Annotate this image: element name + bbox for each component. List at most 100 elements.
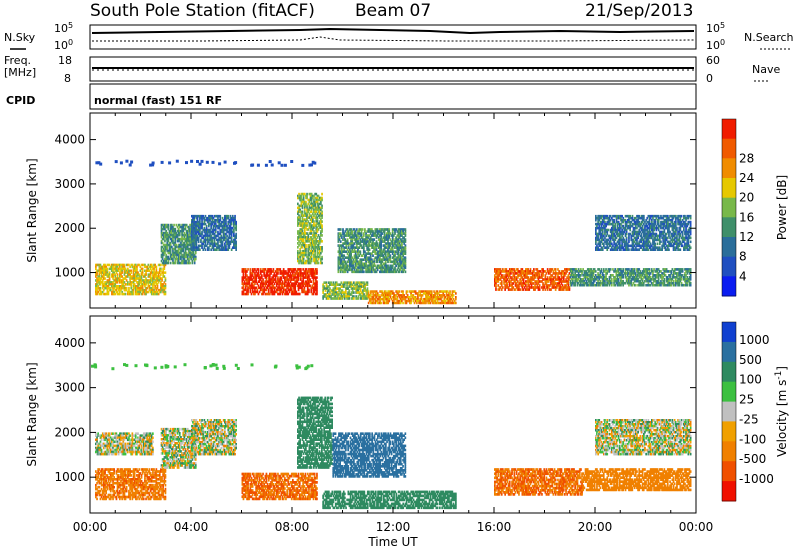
power-cell	[224, 222, 226, 226]
power-cell	[297, 220, 299, 223]
power-cell	[184, 247, 187, 251]
power-cell	[166, 233, 169, 237]
power-cell	[316, 228, 319, 231]
power-cell	[105, 265, 107, 269]
power-cell	[269, 282, 271, 285]
power-cell	[188, 237, 190, 241]
power-cell	[437, 296, 440, 299]
power-cell	[300, 194, 303, 198]
power-cell	[289, 276, 292, 279]
power-cell	[116, 269, 119, 272]
power-cell	[191, 230, 193, 234]
power-cell	[116, 292, 119, 296]
power-cell	[228, 218, 231, 222]
power-cell	[318, 210, 321, 214]
power-cell	[95, 285, 97, 288]
power-cell	[277, 272, 279, 275]
power-cell	[141, 292, 144, 296]
power-cell	[449, 297, 451, 301]
power-cell	[321, 228, 323, 231]
power-cell	[222, 220, 225, 224]
power-cell	[427, 299, 430, 303]
power-cell	[341, 291, 344, 294]
power-cell	[434, 301, 436, 305]
power-cell	[234, 234, 236, 238]
power-cell	[229, 230, 232, 234]
power-cell	[303, 288, 306, 292]
power-cell	[353, 291, 355, 294]
power-cell	[282, 286, 285, 290]
power-cell	[269, 272, 271, 275]
power-cell	[292, 290, 294, 294]
power-cell	[274, 286, 277, 290]
power-cell	[248, 284, 251, 288]
power-echo-region	[191, 214, 237, 251]
power-cell	[372, 299, 374, 303]
power-cell	[130, 290, 133, 294]
power-cell	[288, 288, 291, 292]
power-cell	[284, 276, 286, 279]
power-cell	[427, 296, 430, 299]
power-cell	[325, 283, 328, 286]
power-cell	[208, 230, 210, 234]
power-cell	[136, 273, 138, 276]
power-cell	[233, 238, 235, 242]
power-cell	[409, 297, 411, 301]
power-cell	[196, 216, 199, 220]
power-cell	[299, 247, 301, 251]
power-cell	[308, 278, 310, 281]
power-cell	[313, 226, 315, 229]
power-cell	[136, 286, 138, 290]
power-cell	[209, 218, 211, 222]
power-cell	[217, 214, 219, 218]
power-cell	[162, 283, 164, 286]
power-cell	[412, 296, 415, 299]
power-cell	[349, 248, 351, 251]
power-cell	[130, 283, 133, 286]
power-cell	[124, 292, 127, 296]
power-cell	[204, 242, 207, 246]
power-cell	[169, 261, 172, 265]
power-cell	[129, 273, 131, 276]
power-cell	[157, 273, 160, 276]
power-cell	[391, 299, 394, 303]
power-cell	[117, 277, 120, 280]
power-cell	[346, 293, 348, 296]
power-cell	[197, 224, 200, 228]
power-cell	[194, 230, 197, 234]
power-cell	[346, 242, 349, 245]
power-cell	[191, 222, 193, 226]
power-cell	[196, 234, 199, 238]
power-cell	[286, 290, 288, 294]
power-cell	[290, 276, 293, 279]
power-cell	[307, 228, 310, 231]
power-cell	[153, 263, 155, 267]
power-cell	[214, 230, 217, 234]
power-cell	[197, 244, 200, 248]
power-cell	[313, 202, 315, 206]
power-cell	[342, 291, 345, 294]
power-cell	[300, 278, 302, 281]
power-cell	[214, 248, 217, 251]
power-cell	[262, 270, 264, 273]
power-cell	[228, 220, 231, 224]
power-cell	[303, 212, 306, 216]
power-cell	[339, 266, 342, 270]
power-cell	[293, 274, 295, 277]
power-cell	[429, 290, 432, 293]
power-cell	[286, 286, 288, 290]
power-cell	[445, 290, 448, 293]
power-cell	[195, 232, 198, 236]
power-cell	[104, 269, 106, 272]
power-cell	[387, 299, 389, 303]
power-cell	[183, 245, 186, 249]
power-cell	[148, 279, 151, 282]
power-cell	[309, 284, 311, 288]
power-cell	[112, 267, 114, 271]
power-cell	[306, 286, 309, 290]
power-cell	[310, 288, 313, 292]
power-cell	[338, 232, 341, 235]
power-cell	[182, 243, 185, 247]
power-cell	[251, 284, 254, 288]
power-cell	[376, 297, 379, 301]
